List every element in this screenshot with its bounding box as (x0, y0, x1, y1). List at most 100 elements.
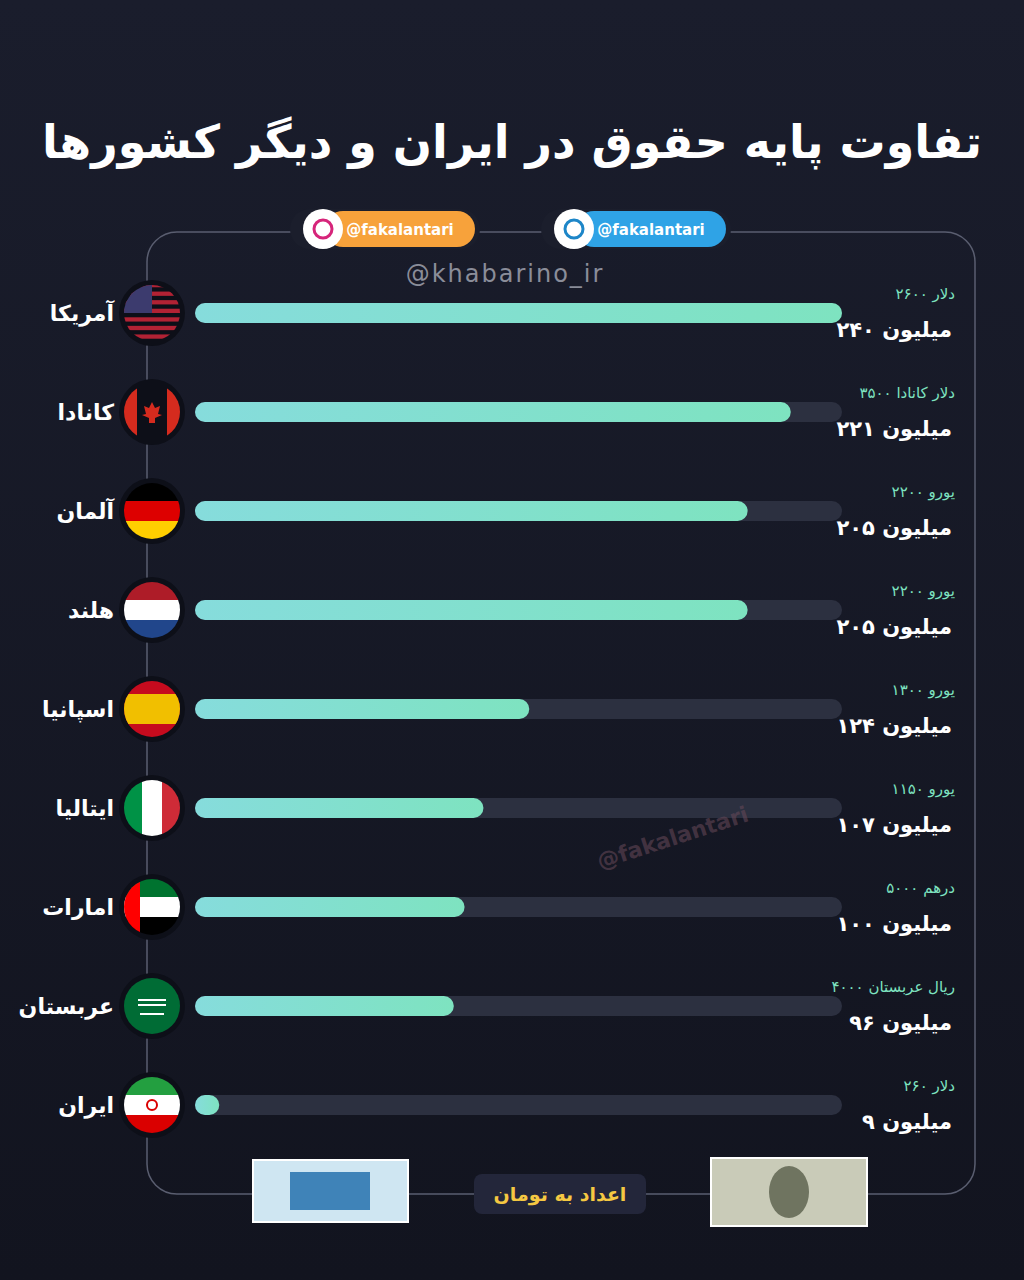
category-label: ایران (58, 1093, 114, 1119)
flag-part (122, 501, 182, 521)
flag (122, 976, 182, 1036)
handle-pill (541, 209, 731, 249)
bar (195, 1095, 219, 1115)
value-label: ۲۰۵ میلیون (836, 516, 952, 540)
flag (122, 382, 182, 442)
category-label: کانادا (58, 400, 115, 425)
flag (122, 481, 182, 541)
flag-part (122, 1095, 182, 1115)
category-label: ایتالیا (55, 796, 114, 821)
currency-label: ۲۲۰۰ یورو (892, 483, 955, 501)
banknote-art (290, 1172, 370, 1210)
value-label: ۲۰۵ میلیون (836, 615, 952, 639)
flag (122, 1075, 182, 1135)
bar (195, 897, 465, 917)
category-label: امارات (42, 895, 114, 920)
bar-track (195, 402, 842, 422)
value-label: ۱۲۴ میلیون (836, 714, 952, 738)
value-label: ۱۰۰ میلیون (836, 912, 952, 936)
handle-icon (303, 209, 343, 249)
value-label: ۱۰۷ میلیون (836, 813, 952, 837)
flag-part (122, 600, 182, 620)
flag-part (138, 1000, 166, 1014)
handle-pill (290, 209, 480, 249)
title: تفاوت پایه حقوق در ایران و دیگر کشورها (42, 115, 982, 170)
value-label: ۹۶ میلیون (849, 1011, 952, 1035)
handle-text: @fakalantari (346, 221, 454, 239)
bar-track (195, 600, 842, 620)
currency-label: ۳۵۰۰ دلار کانادا (859, 384, 955, 402)
flag-part (122, 521, 182, 541)
bar-track (195, 303, 842, 323)
bar-track (195, 1095, 842, 1115)
unit-box (474, 1174, 646, 1214)
flag-part (122, 283, 152, 313)
flag (122, 877, 182, 937)
flag-ring (119, 379, 185, 445)
flag-ring (119, 478, 185, 544)
banknote-art (769, 1166, 809, 1218)
flag-part (142, 402, 162, 423)
value-label: ۹ میلیون (862, 1110, 952, 1134)
background (0, 0, 1024, 1280)
flag-ring (119, 1072, 185, 1138)
bar-track (195, 501, 842, 521)
category-label: آمریکا (50, 299, 115, 327)
banknote (711, 1158, 867, 1226)
bar (195, 501, 748, 521)
flag-ring (119, 874, 185, 940)
flag-part (122, 976, 182, 1036)
flag-part (122, 877, 140, 937)
flag (122, 580, 182, 640)
bar (195, 303, 842, 323)
flag (122, 679, 182, 739)
axis-title: اعداد به تومان (494, 1183, 627, 1206)
currency-label: ۲۶۰۰ دلار (896, 285, 955, 303)
flag-part (122, 679, 182, 739)
flag-ring (119, 280, 185, 346)
category-label: هلند (68, 598, 114, 623)
bar (195, 996, 454, 1016)
currency-label: ۵۰۰۰ درهم (886, 879, 955, 897)
flag (122, 778, 182, 838)
bar (195, 402, 791, 422)
currency-label: ۲۶۰ دلار (904, 1077, 955, 1095)
flag-ring (119, 973, 185, 1039)
flag-part (122, 694, 182, 724)
value-label: ۲۴۰ میلیون (836, 318, 952, 342)
currency-label: ۱۱۵۰ یورو (892, 780, 955, 798)
handle-pill-color (325, 211, 475, 247)
flag-part (122, 382, 137, 442)
currency-label: ۴۰۰۰ ریال عربستان (831, 978, 955, 996)
flag-ring (119, 775, 185, 841)
handle-icon (554, 209, 594, 249)
flag-part (147, 1100, 157, 1110)
flag (122, 283, 182, 339)
bar (195, 798, 483, 818)
bars (195, 303, 842, 1115)
flag-part (162, 778, 182, 838)
value-label: ۲۲۱ میلیون (836, 417, 952, 441)
flag-part (122, 1075, 182, 1095)
watermark-text: @khabarino_ir (406, 260, 605, 288)
category-label: عربستان (19, 994, 114, 1020)
panel-frame (147, 232, 975, 1194)
handle-icon-mark (565, 220, 583, 238)
bar-track (195, 699, 842, 719)
bar (195, 699, 529, 719)
handle-pill-color (576, 211, 726, 247)
flag-part (122, 580, 182, 600)
flag-ring (119, 577, 185, 643)
bar (195, 600, 748, 620)
flag-part (122, 481, 182, 501)
bar-track (195, 996, 842, 1016)
flag-part (142, 778, 162, 838)
flag-part (122, 326, 182, 330)
flag-part (122, 620, 182, 640)
handle-text: @fakalantari (597, 221, 705, 239)
currency-label: ۱۳۰۰ یورو (892, 681, 955, 699)
handle-icon-mark (314, 220, 332, 238)
currency-label: ۲۲۰۰ یورو (892, 582, 955, 600)
flag-part (122, 1115, 182, 1135)
flag-ring (119, 676, 185, 742)
